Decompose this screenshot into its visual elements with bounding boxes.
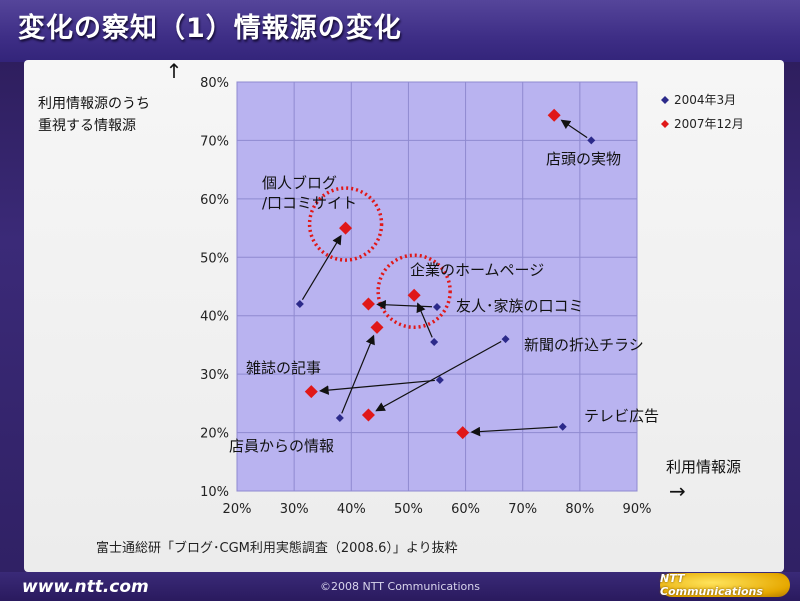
axis-titles: 利用情報源のうち重視する情報源 ↑ 利用情報源 → (38, 60, 741, 503)
highlight-circle (307, 186, 384, 262)
x-tick-label: 80% (565, 502, 594, 517)
legend: 2004年3月 2007年12月 (661, 93, 744, 131)
point-label: 個人ブログ/口コミサイト (262, 174, 357, 212)
data-points (295, 108, 596, 440)
x-tick-label: 20% (223, 502, 252, 517)
point-2004 (335, 413, 344, 422)
highlight-circle (376, 253, 452, 330)
point-label: 店頭の実物 (546, 150, 621, 168)
y-axis-label: 利用情報源のうち重視する情報源 (38, 96, 150, 134)
slide-title: 変化の察知（1）情報源の変化 (18, 13, 402, 44)
point-2004 (435, 375, 444, 384)
change-arrow (470, 426, 558, 437)
point-label: テレビ広告 (584, 407, 659, 425)
x-tick-label: 90% (623, 502, 652, 517)
y-tick-label: 10% (200, 485, 229, 500)
point-2007 (339, 221, 353, 235)
point-2004 (295, 300, 304, 309)
point-2007 (361, 408, 375, 422)
copyright-text: ©2008 NTT Communications (320, 580, 480, 593)
x-tick-label: 30% (280, 502, 309, 517)
x-axis-label: 利用情報源 (666, 458, 741, 476)
legend-label: 2004年3月 (674, 93, 736, 107)
point-2007 (361, 297, 375, 311)
content-panel: 20% 30% 40% 50% 60% 70% 80% 90% 10% 20% 30% 40% 50% 6… (24, 60, 784, 572)
legend-marker (661, 120, 669, 128)
plot-area (236, 81, 638, 492)
y-axis-arrow: ↑ (166, 60, 183, 83)
title-bar: 変化の察知（1）情報源の変化 (0, 0, 800, 62)
point-2004 (430, 338, 439, 347)
y-tick-label: 70% (200, 134, 229, 149)
point-2004 (587, 136, 596, 145)
point-label: 友人･家族の口コミ (456, 297, 584, 315)
x-tick-label: 60% (451, 502, 480, 517)
point-label: 新聞の折込チラシ (524, 336, 644, 354)
point-2007 (370, 320, 384, 334)
point-2004 (558, 422, 567, 431)
point-2007 (304, 385, 318, 399)
point-labels: 店頭の実物個人ブログ/口コミサイト企業のホームページ友人･家族の口コミ雑誌の記事… (229, 150, 659, 455)
y-tick-label: 50% (200, 251, 229, 266)
change-arrows (301, 119, 588, 437)
y-tick-label: 80% (200, 76, 229, 91)
change-arrow (341, 334, 375, 414)
change-arrow (560, 119, 588, 139)
scatter-chart: 20% 30% 40% 50% 60% 70% 80% 90% 10% 20% 30% 40% 50% 6… (38, 60, 744, 556)
y-tick-label: 30% (200, 368, 229, 383)
change-arrow (416, 302, 433, 338)
x-tick-label: 70% (508, 502, 537, 517)
x-tick-label: 40% (337, 502, 366, 517)
change-arrow (376, 299, 433, 310)
point-2004 (501, 335, 510, 344)
change-arrow (319, 379, 435, 395)
y-tick-label: 20% (200, 427, 229, 442)
change-arrow (375, 340, 502, 412)
ntt-communications-logo: NTT Communications (660, 572, 790, 598)
point-2007 (407, 288, 421, 302)
y-tick-label: 60% (200, 193, 229, 208)
axis-ticks: 20% 30% 40% 50% 60% 70% 80% 90% 10% 20% 30% 40% 50% 6… (200, 76, 651, 517)
source-note: 富士通総研「ブログ･CGM利用実態調査（2008.6）」より抜粋 (96, 540, 458, 556)
point-label: 店員からの情報 (229, 437, 334, 455)
legend-label: 2007年12月 (674, 117, 744, 131)
grid (236, 81, 638, 492)
x-axis-arrow: → (669, 479, 686, 503)
x-tick-label: 50% (394, 502, 423, 517)
highlight-circles (307, 186, 452, 330)
y-tick-label: 40% (200, 310, 229, 325)
point-2007 (547, 108, 561, 122)
legend-marker (661, 96, 669, 104)
change-arrow (301, 234, 342, 301)
point-label: 雑誌の記事 (246, 359, 321, 377)
footer-url[interactable]: www.ntt.com (22, 577, 149, 597)
point-label: 企業のホームページ (410, 261, 544, 279)
point-2007 (456, 426, 470, 440)
point-2004 (433, 302, 441, 311)
